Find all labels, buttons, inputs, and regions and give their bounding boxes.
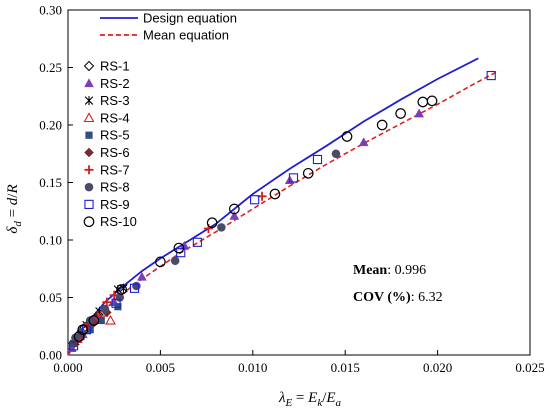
x-tick-label: 0.020 [423,360,452,375]
design-equation-line [67,57,479,356]
rs-9-point [111,298,121,308]
rs-9-point [288,173,299,183]
rs-8-point [100,304,110,314]
rs-10-point [173,242,185,254]
y-tick-label: 0.00 [39,348,62,363]
rs-2-point [414,108,425,118]
y-axis-title-text: δd = d/R [5,184,24,233]
rs-10-point [77,324,89,336]
legend-label: RS-6 [100,145,130,160]
legend-marker-rs-7 [84,165,94,175]
y-tick-label: 0.30 [39,3,62,18]
rs-8-point [132,281,141,291]
mean-equation-line [67,70,499,356]
x-axis-title: λE = Ek/Ea [278,390,342,409]
rs-9-point [486,70,496,81]
mean-annotation: Mean: 0.996 [353,263,426,278]
rs-10-point [116,284,127,295]
cov-annotation: COV (%): 6.32 [353,290,443,305]
legend-label: RS-9 [100,197,130,212]
rs-5-point [114,303,122,311]
legend-label: RS-8 [100,180,130,195]
rs-8-point [71,333,80,343]
legend-label: Design equation [143,11,237,26]
legend-label: RS-4 [100,110,130,125]
legend-marker-rs-1 [83,60,95,72]
legend-label: RS-5 [100,128,130,143]
rs-8-point [331,149,341,159]
rs-10-point [206,217,218,229]
y-tick-label: 0.20 [39,118,62,133]
rs-9-point [129,283,140,293]
rs-2-point [136,271,147,281]
y-tick-label: 0.15 [39,175,62,190]
rs-8-point [170,256,180,265]
rs-8-point [217,223,226,232]
y-axis-ticks: 0.00 0.05 0.10 0.15 0.20 0.25 0.30 [39,3,73,363]
rs-10-point [302,167,314,179]
legend-label: RS-10 [100,214,137,229]
rs-9-point [68,341,79,351]
rs-10-point [426,95,438,107]
legend-marker-rs-6 [84,147,94,158]
rs-8-point [85,316,95,325]
equation-lines [67,57,499,356]
y-tick-label: 0.05 [39,290,62,305]
x-tick-label: 0.015 [331,360,360,375]
legend-marker-rs-4 [83,112,95,123]
stats-annotation: Mean: 0.996 COV (%): 6.32 [353,263,443,305]
rs-5-point [77,333,85,341]
x-axis-title-text: λE = Ek/Ea [278,390,342,409]
x-tick-label: 0.005 [146,360,175,375]
x-tick-label: 0.010 [238,360,267,375]
rs-10-point [269,188,281,200]
legend: Design equation Mean equation RS-1 RS-2 RS-3… [83,11,237,229]
rs-10-point [88,315,100,326]
rs-10-point [376,119,388,131]
rs-5-point [97,316,105,325]
y-axis-title: δd = d/R [5,184,24,233]
legend-marker-rs-10 [83,216,95,228]
y-tick-label: 0.25 [39,60,62,75]
legend-marker-rs-2 [84,78,94,88]
legend-label: RS-2 [100,76,130,91]
rs-10-point [155,256,166,268]
rs-9-point [81,325,92,335]
data-markers [66,70,496,352]
legend-label: Mean equation [143,28,229,43]
x-tick-label: 0.000 [53,360,82,375]
rs-4-point [105,314,116,325]
y-tick-label: 0.10 [39,233,62,248]
legend-label: RS-1 [100,59,130,74]
legend-label: RS-7 [100,162,130,177]
plot-area [67,9,531,356]
rs-7-point [102,297,112,307]
plot-border [67,9,531,356]
rs-2-point [358,137,369,147]
rs-2-point [229,210,240,220]
rs-9-point [192,237,202,247]
rs-10-point [341,131,353,142]
legend-label: RS-3 [100,93,130,108]
x-tick-label: 0.025 [515,360,544,375]
legend-marker-rs-3 [84,96,94,106]
x-axis-ticks: 0.000 0.005 0.010 0.015 0.020 0.025 [53,350,545,375]
rs-9-point [250,195,260,205]
legend-marker-rs-9 [84,199,94,210]
legend-marker-rs-8 [84,182,94,192]
rs-10-point [417,96,429,108]
rs-10-point [395,108,406,119]
rs-10-point [228,203,240,215]
rs-9-point [312,154,323,165]
legend-marker-rs-5 [85,131,93,139]
